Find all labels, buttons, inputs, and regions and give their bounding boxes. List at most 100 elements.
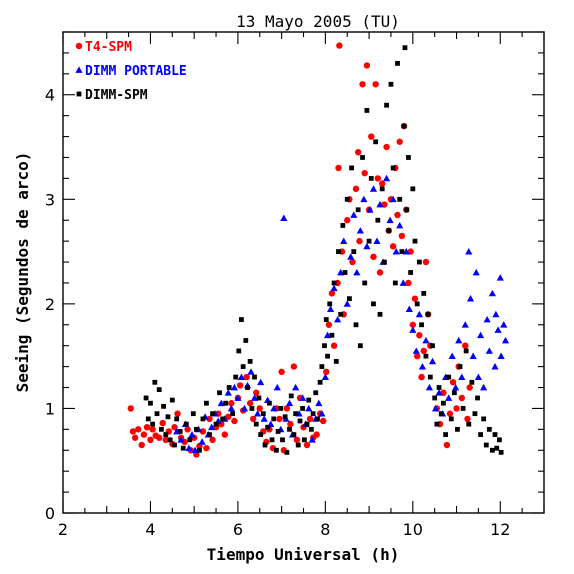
- data-point: [221, 431, 228, 438]
- legend-marker: [76, 91, 82, 97]
- data-point: [360, 155, 365, 160]
- data-point: [213, 421, 219, 427]
- data-point: [486, 426, 492, 432]
- data-point: [376, 269, 384, 276]
- data-point: [323, 368, 330, 376]
- data-point: [366, 206, 374, 213]
- data-point: [177, 436, 185, 443]
- data-point: [430, 343, 435, 349]
- data-point: [306, 397, 312, 403]
- data-point: [206, 415, 213, 423]
- data-point: [301, 437, 307, 443]
- data-point: [501, 336, 510, 344]
- data-point: [180, 445, 186, 451]
- data-point: [381, 259, 387, 265]
- data-point: [227, 404, 235, 412]
- data-point: [356, 227, 364, 234]
- data-point: [331, 280, 337, 286]
- y-axis-title: Seeing (Segundos de arco): [13, 152, 32, 393]
- data-point: [224, 389, 232, 396]
- data-point: [305, 404, 313, 412]
- data-point: [386, 228, 392, 234]
- data-point: [327, 301, 333, 307]
- data-point: [297, 418, 303, 424]
- data-point: [352, 185, 360, 193]
- data-point: [253, 410, 262, 417]
- data-point: [174, 416, 180, 422]
- data-point: [177, 429, 183, 434]
- data-point: [420, 347, 427, 355]
- data-point: [327, 305, 335, 312]
- data-point: [347, 253, 355, 260]
- data-point: [280, 214, 288, 222]
- data-point: [293, 411, 299, 417]
- data-point: [276, 415, 283, 423]
- data-point: [208, 423, 216, 431]
- series-1: [173, 174, 510, 454]
- data-point: [460, 406, 466, 411]
- data-point: [156, 434, 163, 441]
- data-point: [344, 196, 350, 202]
- data-point: [287, 426, 292, 432]
- data-point: [183, 421, 189, 427]
- data-point: [321, 373, 329, 380]
- data-point: [416, 332, 423, 339]
- data-point: [384, 102, 389, 108]
- data-point: [236, 382, 244, 389]
- data-point: [443, 432, 449, 437]
- data-point: [273, 383, 281, 391]
- data-point: [455, 426, 460, 432]
- data-point: [413, 352, 421, 360]
- data-point: [161, 403, 166, 409]
- data-point: [415, 310, 423, 318]
- data-point: [466, 295, 475, 302]
- data-point: [379, 186, 385, 192]
- data-point: [388, 81, 394, 87]
- data-point: [330, 284, 338, 292]
- data-point: [480, 383, 488, 391]
- data-point: [448, 352, 456, 360]
- data-point: [270, 404, 278, 412]
- data-point: [234, 394, 242, 401]
- data-point: [363, 242, 371, 250]
- data-point: [436, 385, 442, 390]
- data-point: [204, 400, 209, 406]
- data-point: [448, 416, 454, 422]
- data-point: [419, 322, 424, 328]
- data-point: [435, 389, 443, 396]
- data-point: [207, 432, 212, 437]
- data-point: [247, 368, 255, 375]
- data-point: [240, 404, 249, 412]
- data-point: [451, 390, 457, 396]
- y-tick-label: 1: [45, 399, 55, 418]
- data-point: [396, 138, 403, 145]
- data-point: [158, 426, 164, 432]
- data-point: [169, 397, 175, 403]
- data-point: [408, 270, 414, 275]
- data-point: [354, 149, 362, 156]
- data-point: [315, 399, 323, 407]
- data-point: [197, 447, 202, 453]
- data-point: [478, 432, 483, 437]
- data-point: [463, 348, 469, 354]
- axis-ticks: [62, 31, 545, 514]
- data-point: [233, 374, 239, 380]
- data-point: [343, 300, 351, 307]
- data-point: [474, 373, 483, 380]
- data-point: [340, 223, 346, 228]
- data-point: [395, 60, 400, 66]
- data-point: [319, 364, 325, 370]
- series-0: [127, 42, 473, 458]
- data-point: [256, 395, 262, 401]
- data-point: [266, 400, 272, 406]
- data-point: [290, 363, 298, 370]
- data-point: [363, 62, 371, 69]
- data-point: [425, 311, 431, 317]
- data-point: [370, 253, 377, 261]
- data-point: [184, 426, 191, 433]
- data-point: [256, 405, 263, 412]
- data-point: [337, 268, 345, 276]
- data-point: [455, 336, 463, 344]
- data-point: [140, 431, 148, 438]
